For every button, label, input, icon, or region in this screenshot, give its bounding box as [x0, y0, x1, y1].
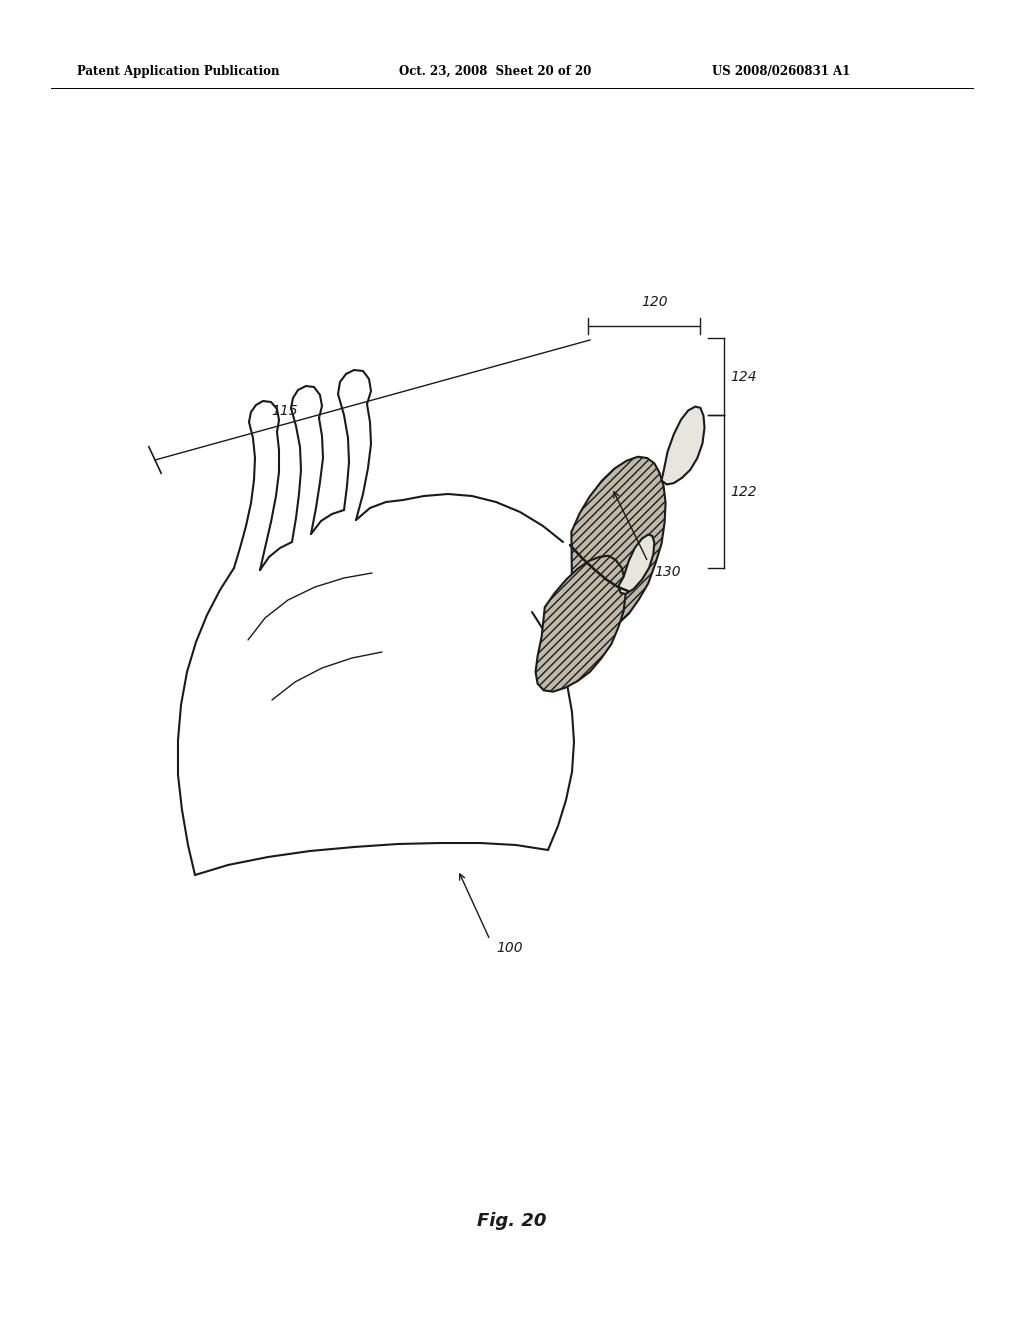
Text: 115: 115	[271, 404, 298, 418]
Text: Patent Application Publication: Patent Application Publication	[77, 65, 280, 78]
Text: 124: 124	[730, 370, 757, 384]
Text: Oct. 23, 2008  Sheet 20 of 20: Oct. 23, 2008 Sheet 20 of 20	[399, 65, 592, 78]
Polygon shape	[662, 407, 705, 484]
Text: 120: 120	[641, 294, 668, 309]
Text: US 2008/0260831 A1: US 2008/0260831 A1	[712, 65, 850, 78]
Text: 122: 122	[730, 484, 757, 499]
Text: 130: 130	[654, 565, 681, 579]
Text: 100: 100	[496, 941, 522, 954]
Text: Fig. 20: Fig. 20	[477, 1212, 547, 1230]
Polygon shape	[618, 535, 654, 594]
Polygon shape	[571, 457, 666, 639]
Polygon shape	[536, 556, 626, 692]
